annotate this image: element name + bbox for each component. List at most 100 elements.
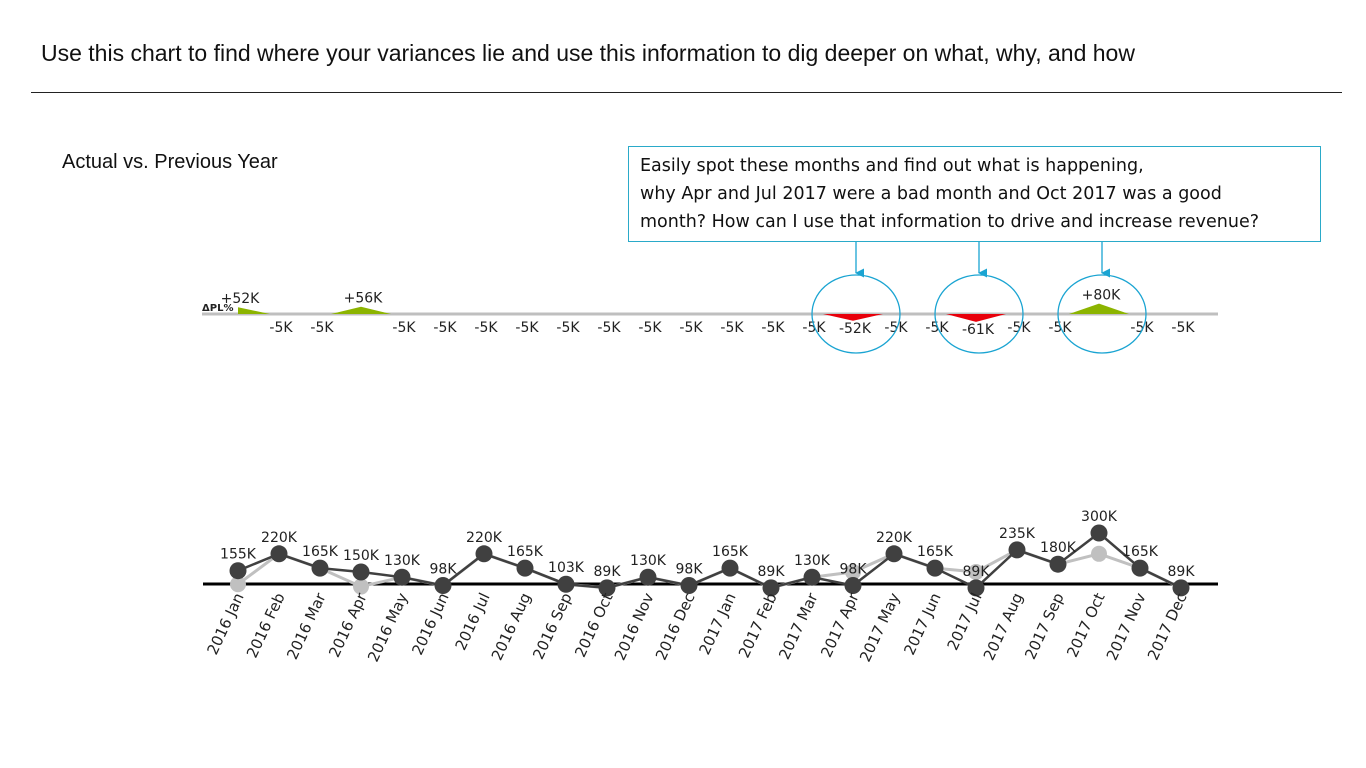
x-tick-label: 2016 Sep [529,590,575,662]
data-label: 103K [548,560,585,576]
title-divider [31,92,1342,93]
variance-label: -5K [720,320,744,336]
actual-point [721,559,739,577]
actual-point [311,559,329,577]
previous-year-point [845,564,861,580]
data-label: 235K [999,526,1036,542]
x-tick-label: 2017 Mar [775,589,822,662]
data-label: 89K [1168,564,1196,580]
actual-point [885,545,903,563]
variance-label: -5K [392,320,416,336]
x-tick-label: 2017 Jul [944,590,986,653]
x-tick-label: 2016 Mar [283,589,330,662]
actual-point [1131,559,1149,577]
chart-subtitle: Actual vs. Previous Year [62,151,278,173]
data-label: 89K [594,564,622,580]
data-label: 98K [430,562,458,578]
variance-label: -5K [884,320,908,336]
previous-year-point [230,576,246,593]
x-tick-label: 2016 Jun [408,590,452,658]
highlight-circle [934,274,1024,354]
callout-arrows [855,242,1111,278]
actual-point [926,559,944,577]
actual-point [516,559,534,577]
actual-point [803,568,821,586]
data-label: 300K [1081,509,1118,525]
previous-year-point [968,564,984,580]
callout-box: Easily spot these months and find out wh… [628,146,1321,242]
x-tick-label: 2017 May [856,590,904,665]
data-label: 150K [343,548,380,564]
data-label: 180K [1040,540,1077,556]
actual-point [1049,555,1067,573]
actual-point [844,577,862,595]
previous-year-point [353,578,369,595]
data-label: 98K [840,562,868,578]
data-label: 130K [384,553,421,569]
variance-label: -61K [962,322,995,338]
actual-point [229,562,247,580]
actual-point [1090,524,1108,542]
data-label: 165K [302,544,339,560]
variance-label: -5K [474,320,498,336]
x-tick-label: 2017 Aug [980,590,1027,663]
highlight-circle [811,274,901,354]
data-label: 165K [917,544,954,560]
actual-point [270,545,288,563]
variance-label: -5K [310,320,334,336]
previous-year-point [1091,545,1107,562]
actual-point [475,545,493,563]
data-label: 165K [1122,544,1159,560]
data-label: 165K [712,544,749,560]
actual-point [393,568,411,586]
data-label: 220K [876,530,913,546]
data-label: 220K [261,530,298,546]
actual-point [557,575,575,593]
page-title: Use this chart to find where your varian… [41,40,1135,66]
x-tick-label: 2017 Sep [1021,590,1067,662]
callout-line-1: Easily spot these months and find out wh… [640,156,1144,176]
variance-label: -5K [761,320,785,336]
variance-label: -5K [679,320,703,336]
x-tick-label: 2017 Apr [817,589,863,660]
actual-point [967,579,985,597]
highlight-circles [811,274,1147,354]
x-tick-label: 2016 Nov [611,590,658,663]
data-label: 220K [466,530,503,546]
x-tick-label: 2016 Apr [325,589,371,660]
data-label: 130K [630,553,667,569]
variance-label: +52K [221,291,261,307]
variance-bar [1069,303,1129,314]
x-tick-label: 2016 Jul [452,590,494,653]
highlight-circle [1057,274,1147,354]
variance-label: -5K [515,320,539,336]
variance-label: -52K [839,321,872,337]
actual-point [1008,541,1026,559]
x-tick-label: 2017 Feb [735,590,781,661]
actual-point [680,577,698,595]
variance-axis-label: ΔPL% [202,303,233,314]
x-tick-label: 2016 Jan [203,590,247,657]
x-tick-label: 2017 Dec [1144,590,1191,663]
actual-point [598,579,616,597]
data-label: 165K [507,544,544,560]
data-label: 89K [963,564,991,580]
x-tick-label: 2017 Jun [900,590,944,658]
data-label: 98K [676,562,704,578]
actual-point [762,579,780,597]
callout-line-2: why Apr and Jul 2017 were a bad month an… [640,184,1222,204]
variance-bar [238,307,270,314]
data-label: 130K [794,553,831,569]
variance-label: +56K [344,291,384,307]
x-tick-label: 2016 Oct [571,590,616,660]
actual-point [1172,579,1190,597]
data-label: 89K [758,564,786,580]
variance-bars: +52K -5K -5K +56K -5K -5K -5K -5K -5K -5K -5K -5K -5… [202,288,1218,338]
data-label: 155K [220,547,257,563]
variance-label: -5K [433,320,457,336]
variance-label: -5K [556,320,580,336]
x-tick-label: 2017 Oct [1063,590,1108,660]
